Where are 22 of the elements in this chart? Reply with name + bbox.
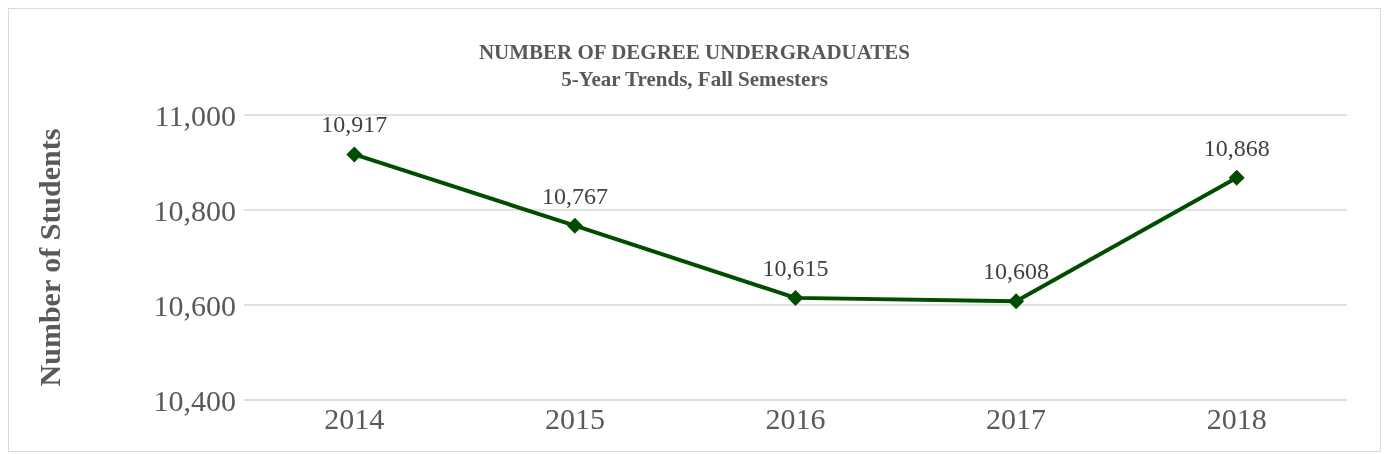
point	[1008, 293, 1025, 310]
x-tick-label: 2016	[765, 402, 826, 436]
data-label: 10,868	[1203, 134, 1270, 161]
chart-subtitle: 5-Year Trends, Fall Semesters	[560, 66, 829, 93]
x-tick-label: 2014	[324, 402, 385, 436]
y-tick-label: 11,000	[154, 98, 236, 132]
point	[1228, 169, 1245, 186]
point	[787, 289, 804, 306]
data-label: 10,615	[762, 254, 829, 281]
y-axis-title: Number of Students	[32, 128, 66, 387]
x-tick-label: 2018	[1206, 402, 1267, 436]
data-label: 10,767	[541, 182, 608, 209]
x-tick-label: 2015	[544, 402, 605, 436]
point	[346, 146, 363, 163]
y-tick-label: 10,400	[153, 383, 236, 417]
y-tick-label: 10,800	[153, 193, 236, 227]
y-tick-label: 10,600	[153, 288, 236, 322]
point	[566, 217, 583, 234]
x-tick-label: 2017	[986, 402, 1047, 436]
chart-title: NUMBER OF DEGREE UNDERGRADUATES	[477, 39, 912, 66]
data-label: 10,917	[321, 111, 388, 138]
data-label: 10,608	[983, 258, 1050, 285]
